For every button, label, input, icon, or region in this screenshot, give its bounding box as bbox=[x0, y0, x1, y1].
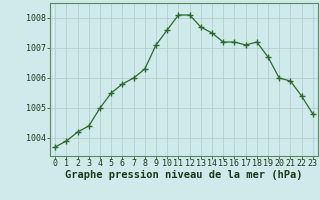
X-axis label: Graphe pression niveau de la mer (hPa): Graphe pression niveau de la mer (hPa) bbox=[65, 170, 303, 180]
